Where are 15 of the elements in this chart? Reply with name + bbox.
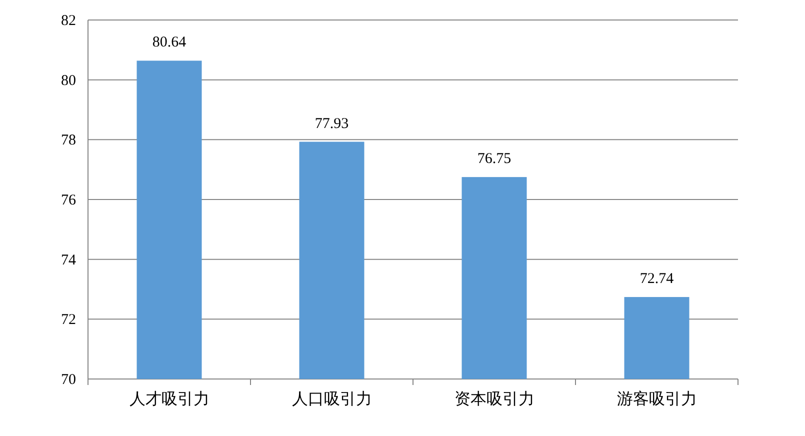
y-tick-label: 72: [61, 312, 76, 328]
y-tick-label: 80: [61, 72, 76, 89]
y-tick-label: 82: [61, 13, 76, 29]
y-tick-label: 74: [61, 252, 76, 268]
y-tick-label: 78: [61, 132, 76, 149]
data-label: 76.75: [477, 151, 512, 168]
x-tick-label: 资本吸引力: [454, 390, 534, 408]
data-label: 77.93: [314, 116, 349, 132]
x-tick-label: 人才吸引力: [129, 390, 210, 408]
x-tick-label: 游客吸引力: [616, 390, 697, 408]
data-label: 72.74: [640, 271, 674, 288]
y-tick-label: 76: [61, 192, 76, 208]
data-label: 80.64: [152, 34, 187, 51]
x-tick-label: 人口吸引力: [292, 390, 372, 408]
y-tick-label: 70: [61, 372, 76, 388]
